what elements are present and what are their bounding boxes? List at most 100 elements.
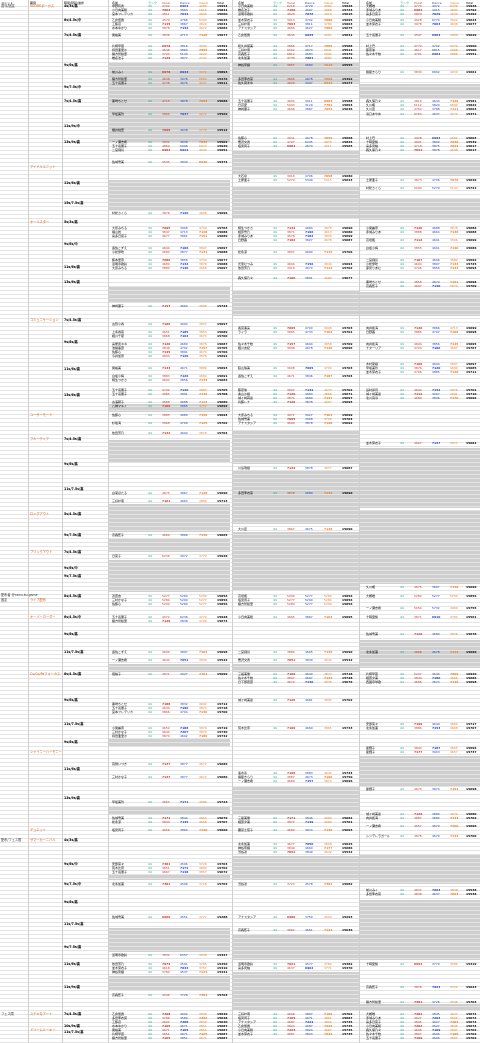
- idol-name-cell: 古澤頼子: [112, 400, 125, 404]
- grid-line: [0, 414, 480, 415]
- stat-cell: 15617: [466, 148, 477, 152]
- grid-line: [0, 1002, 480, 1003]
- stat-cell: 15703: [342, 417, 353, 421]
- stat-cell: 4671: [305, 1016, 313, 1020]
- stat-cell: 3840: [414, 676, 422, 680]
- stat-cell: 15690: [342, 527, 353, 531]
- stat-cell: 7059: [324, 136, 333, 140]
- idol-name-cell: アナスタシア: [238, 915, 256, 919]
- time-label: 7s/4.5s/高: [64, 99, 82, 103]
- stat-cell: 44: [273, 491, 277, 495]
- idol-name-cell: 氏家むつみ: [238, 262, 254, 266]
- stat-cell: 4694: [305, 342, 313, 346]
- stat-cell: 7120: [414, 326, 423, 330]
- stat-cell: 3878: [199, 431, 207, 435]
- stat-cell: 7053: [324, 107, 333, 111]
- stat-cell: 15735: [342, 1028, 353, 1032]
- stat-cell: 7132: [432, 388, 441, 392]
- grid-line: [0, 966, 480, 967]
- time-label: 9s/6s/高: [64, 698, 78, 702]
- empty-cell-block: [108, 404, 230, 412]
- stat-cell: 44: [400, 1036, 404, 1040]
- stat-cell: 44: [148, 234, 152, 238]
- stat-cell: 3724: [162, 52, 170, 56]
- table-row: 宮本フレデリカ 44 3866 4704 7130 15700: [0, 710, 480, 714]
- stat-cell: 44: [148, 211, 152, 215]
- stat-cell: 44: [273, 602, 277, 606]
- table-row: 北条加蓮 44 4677 7050 3898 15625: [0, 842, 480, 846]
- stat-cell: 44: [273, 400, 277, 404]
- stat-cell: 3872: [287, 820, 295, 824]
- stat-cell: 15718: [217, 706, 228, 710]
- stat-cell: 15492: [466, 12, 477, 16]
- stat-cell: 4680: [324, 276, 332, 280]
- stat-cell: 4671: [287, 374, 295, 378]
- grid-line: [0, 458, 480, 459]
- category-label: コミュニケーション: [30, 318, 59, 322]
- stat-cell: 15696: [342, 346, 353, 350]
- stat-cell: 3849: [305, 658, 313, 662]
- stat-cell: 4696: [287, 1012, 295, 1016]
- stat-cell: 44: [148, 828, 152, 832]
- idol-name-cell: 大原みちる: [238, 413, 254, 417]
- stat-cell: 4671: [180, 1032, 188, 1036]
- stat-cell: 4691: [450, 392, 458, 396]
- stat-cell: 4694: [180, 431, 188, 435]
- stat-cell: 15755: [466, 606, 477, 610]
- stat-cell: 44: [400, 392, 404, 396]
- table-row: 佐藤心 44 3885 4689 7120 15694 大原みちる 44 4671 3927 710…: [0, 413, 480, 417]
- idol-name-cell: 日菜子: [112, 554, 122, 558]
- stat-cell: 4698: [199, 211, 207, 215]
- stat-cell: 3885: [414, 330, 422, 334]
- idol-name-cell: 並木芽衣子: [112, 966, 128, 970]
- empty-cell-block: [108, 180, 230, 210]
- stat-cell: 4706: [414, 370, 422, 374]
- column-separator: [232, 0, 233, 1043]
- stat-cell: 15675: [342, 26, 353, 30]
- stat-cell: 44: [400, 178, 404, 182]
- stat-cell: 3780: [162, 970, 170, 974]
- stat-cell: 15928: [466, 4, 477, 8]
- grid-line: [0, 14, 480, 15]
- stat-cell: 15705: [217, 388, 228, 392]
- stat-cell: 6943: [180, 70, 189, 74]
- grid-line: [0, 150, 480, 151]
- stat-cell: 15697: [217, 266, 228, 270]
- stat-cell: 7381: [414, 1000, 423, 1004]
- grid-line: [0, 466, 480, 467]
- stat-cell: 3811: [305, 22, 313, 26]
- stat-cell: 3878: [162, 26, 170, 30]
- stat-cell: 4668: [199, 820, 207, 824]
- grid-line: [0, 402, 480, 403]
- table-row: 喜屋武ネネ 44 7120 4689 3878 15687 佐々木千枝 44 7157 4694 3…: [0, 342, 480, 346]
- header-name-c: 名前: [366, 1, 373, 5]
- grid-line: [0, 426, 480, 427]
- table-row: 日菜子 44 6236 4972 4770 15928: [0, 554, 480, 558]
- header-rank-c: ランク: [400, 1, 410, 5]
- stat-cell: 7202: [450, 1020, 459, 1024]
- idol-name-cell: 星輝子: [366, 746, 376, 750]
- stat-cell: 44: [400, 722, 404, 726]
- stat-cell: 4697: [199, 81, 207, 85]
- stat-cell: 6976: [162, 44, 171, 48]
- table-row: 片桐早苗 44 3851 4671 7165 15687 並木芽衣子 44 4687 3824 72…: [0, 1032, 480, 1036]
- stat-cell: 3887: [287, 775, 295, 779]
- stat-cell: 44: [400, 12, 404, 16]
- table-row: 安部菜々 44 7199 4649 3869 15717: [0, 722, 480, 726]
- stat-cell: 3847: [162, 230, 170, 234]
- stat-cell: 44: [148, 993, 152, 997]
- table-row: 持田亜里沙 44 4648 3860 7055 15563 三好紗南 44 5002 4670 68…: [0, 48, 480, 52]
- stat-cell: 44: [400, 632, 404, 636]
- stat-cell: 4671: [287, 413, 295, 417]
- stat-cell: 7130: [305, 680, 314, 684]
- idol-name-cell: 諸星きらり: [366, 70, 382, 74]
- grid-line: [0, 270, 480, 271]
- stat-cell: 7063: [432, 888, 441, 892]
- stat-cell: 4061: [324, 33, 332, 37]
- stat-cell: 44: [273, 262, 277, 266]
- stat-cell: 7781: [324, 103, 333, 107]
- idol-name-cell: 早坂美玲: [112, 112, 125, 116]
- stat-cell: 5299: [162, 602, 170, 606]
- stat-cell: 5073: [199, 144, 207, 148]
- stat-cell: 4634: [432, 99, 440, 103]
